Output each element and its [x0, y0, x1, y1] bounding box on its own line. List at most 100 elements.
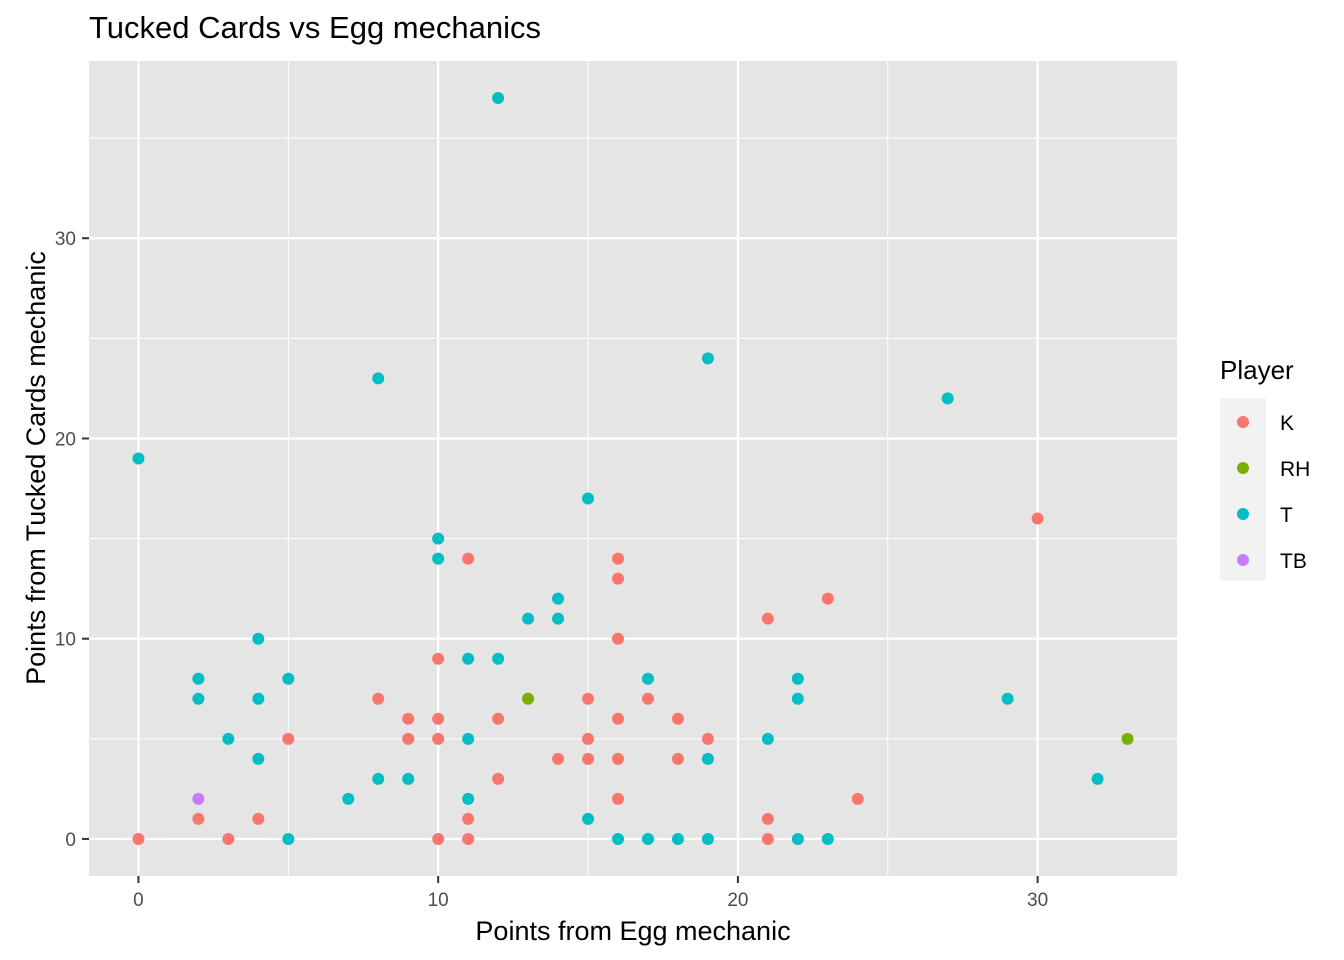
legend-label-k: K [1280, 412, 1294, 435]
data-point-k [612, 712, 625, 725]
data-point-k [492, 712, 505, 725]
data-point-k [612, 552, 625, 565]
data-point-t [192, 672, 205, 685]
data-point-k [132, 832, 145, 845]
data-point-k [432, 712, 445, 725]
legend-key-tb [1237, 554, 1249, 566]
data-point-rh [1121, 732, 1134, 745]
data-point-k [851, 792, 864, 805]
data-point-rh [522, 692, 535, 705]
data-point-t [701, 352, 714, 365]
x-tick-label: 10 [428, 890, 449, 911]
data-point-t [252, 752, 265, 765]
data-points [132, 92, 1134, 845]
data-point-k [222, 832, 235, 845]
legend-key-rh [1237, 462, 1249, 474]
data-point-t [791, 832, 804, 845]
data-point-t [582, 492, 595, 505]
data-point-k [701, 732, 714, 745]
data-point-t [701, 752, 714, 765]
data-point-k [372, 692, 385, 705]
legend-key-k [1237, 416, 1249, 428]
x-tick-label: 0 [133, 890, 144, 911]
y-tick-label: 20 [55, 429, 76, 450]
data-point-k [582, 752, 595, 765]
plot-panel [89, 61, 1177, 876]
x-tick-label: 20 [727, 890, 748, 911]
data-point-k [582, 732, 595, 745]
data-point-t [462, 792, 475, 805]
data-point-k [432, 652, 445, 665]
data-point-t [372, 772, 385, 785]
data-point-k [462, 832, 475, 845]
data-point-t [821, 832, 834, 845]
data-point-k [761, 812, 774, 825]
data-point-t [641, 672, 654, 685]
data-point-k [1031, 512, 1044, 525]
data-point-t [492, 652, 505, 665]
legend-label-t: T [1280, 504, 1293, 527]
data-point-t [462, 652, 475, 665]
data-point-t [791, 672, 804, 685]
legend-key-background [1220, 398, 1266, 581]
data-point-t [462, 732, 475, 745]
data-point-t [432, 552, 445, 565]
data-point-k [432, 832, 445, 845]
data-point-t [1001, 692, 1014, 705]
x-tick-label: 30 [1027, 890, 1048, 911]
data-point-k [432, 732, 445, 745]
data-point-t [552, 592, 565, 605]
data-point-k [492, 772, 505, 785]
data-point-t [192, 692, 205, 705]
legend-label-rh: RH [1280, 458, 1310, 481]
data-point-k [192, 812, 205, 825]
y-tick-label: 0 [65, 830, 76, 851]
data-point-k [821, 592, 834, 605]
data-point-k [671, 712, 684, 725]
data-point-k [641, 692, 654, 705]
data-point-t [252, 692, 265, 705]
data-point-k [462, 552, 475, 565]
legend-key-t [1237, 508, 1249, 520]
data-point-t [252, 632, 265, 645]
data-point-t [701, 832, 714, 845]
y-tick-label: 10 [55, 630, 76, 651]
axis-ticks: 0 10 20 30 0 10 20 30 [55, 229, 1048, 911]
data-point-k [671, 752, 684, 765]
data-point-k [612, 632, 625, 645]
data-point-t [612, 832, 625, 845]
data-point-k [252, 812, 265, 825]
data-point-t [552, 612, 565, 625]
data-point-k [552, 752, 565, 765]
data-point-t [492, 92, 505, 105]
data-point-t [941, 392, 954, 405]
data-point-t [372, 372, 385, 385]
chart-title: Tucked Cards vs Egg mechanics [89, 10, 541, 45]
data-point-t [282, 832, 295, 845]
data-point-k [402, 732, 415, 745]
data-point-t [671, 832, 684, 845]
data-point-t [1091, 772, 1104, 785]
y-axis-title: Points from Tucked Cards mechanic [21, 251, 51, 685]
data-point-t [432, 532, 445, 545]
legend-label-tb: TB [1280, 550, 1307, 573]
data-point-tb [192, 792, 205, 805]
data-point-t [282, 672, 295, 685]
data-point-t [402, 772, 415, 785]
data-point-t [582, 812, 595, 825]
data-point-k [282, 732, 295, 745]
legend: Player K RH T TB [1220, 355, 1310, 581]
data-point-t [222, 732, 235, 745]
data-point-k [612, 572, 625, 585]
data-point-t [522, 612, 535, 625]
data-point-k [761, 612, 774, 625]
data-point-k [612, 792, 625, 805]
y-tick-label: 30 [55, 229, 76, 250]
data-point-t [342, 792, 355, 805]
data-point-k [582, 692, 595, 705]
data-point-t [641, 832, 654, 845]
grid-lines [89, 61, 1177, 876]
data-point-k [761, 832, 774, 845]
data-point-t [761, 732, 774, 745]
